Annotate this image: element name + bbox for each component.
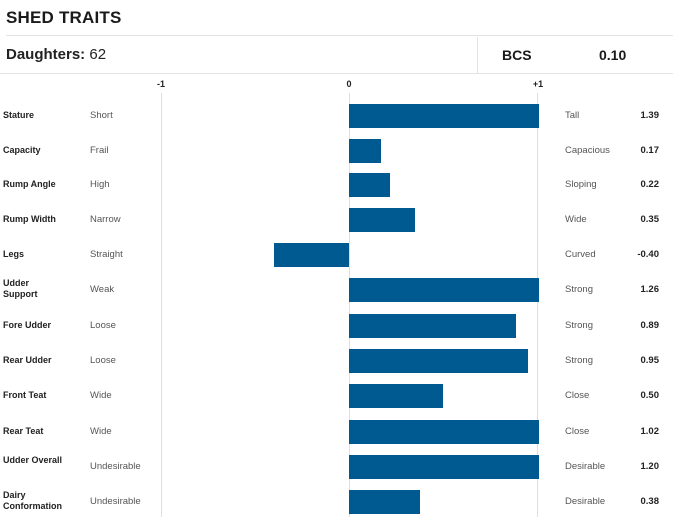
low-descriptor: Undesirable xyxy=(90,461,141,472)
trait-bar xyxy=(349,420,539,444)
low-descriptor: Wide xyxy=(90,426,112,437)
low-descriptor: Narrow xyxy=(90,214,121,225)
high-descriptor: Strong xyxy=(565,284,593,295)
chart-title: SHED TRAITS xyxy=(6,8,122,27)
trait-value: 0.38 xyxy=(640,496,660,507)
trait-name: Fore Udder xyxy=(3,320,52,330)
trait-value: 1.26 xyxy=(640,284,660,295)
trait-name: Rear Teat xyxy=(3,426,44,436)
gridline xyxy=(349,93,350,517)
daughters-label: Daughters: xyxy=(6,46,86,63)
trait-name: Udder Support xyxy=(3,278,38,299)
trait-bar xyxy=(349,384,443,408)
high-descriptor: Close xyxy=(565,390,590,401)
high-descriptor: Strong xyxy=(565,355,593,366)
tick-label: +1 xyxy=(532,79,544,89)
trait-name: Front Teat xyxy=(3,390,47,400)
bcs-label: BCS xyxy=(502,47,532,63)
high-descriptor: Sloping xyxy=(565,179,597,190)
trait-value: 0.89 xyxy=(640,320,660,331)
low-descriptor: High xyxy=(90,179,110,190)
low-descriptor: Straight xyxy=(90,249,123,260)
trait-value: 0.50 xyxy=(640,390,660,401)
gridline xyxy=(537,93,538,517)
trait-value: 1.20 xyxy=(640,461,660,472)
low-descriptor: Frail xyxy=(90,145,109,156)
high-descriptor: Curved xyxy=(565,249,596,260)
trait-bar xyxy=(349,104,539,128)
tick-label: 0 xyxy=(346,79,352,89)
trait-bar xyxy=(349,278,539,302)
trait-value: 1.02 xyxy=(640,426,660,437)
high-descriptor: Tall xyxy=(565,110,580,121)
trait-bar xyxy=(349,173,390,197)
low-descriptor: Short xyxy=(90,110,113,121)
high-descriptor: Close xyxy=(565,426,590,437)
high-descriptor: Wide xyxy=(565,214,587,225)
trait-value: 0.35 xyxy=(640,214,660,225)
trait-name: Legs xyxy=(3,249,25,259)
trait-value: 0.22 xyxy=(640,179,660,190)
trait-value: 1.39 xyxy=(640,110,660,121)
trait-name: Rump Angle xyxy=(3,179,56,189)
tick-label: -1 xyxy=(156,79,166,89)
trait-bar xyxy=(349,490,420,514)
high-descriptor: Desirable xyxy=(565,461,606,472)
low-descriptor: Undesirable xyxy=(90,496,141,507)
daughters-value: 62 xyxy=(89,46,107,63)
low-descriptor: Weak xyxy=(90,284,115,295)
high-descriptor: Strong xyxy=(565,320,593,331)
bcs-value: 0.10 xyxy=(599,47,627,63)
low-descriptor: Loose xyxy=(90,355,116,366)
trait-name: Capacity xyxy=(3,145,41,155)
trait-value: 0.17 xyxy=(640,145,660,156)
summary-row: Daughters: 62 BCS 0.10 xyxy=(0,37,673,74)
trait-name: Rear Udder xyxy=(3,355,52,365)
trait-name: Stature xyxy=(3,110,35,120)
trait-bar xyxy=(349,314,516,338)
trait-bar xyxy=(349,455,539,479)
high-descriptor: Capacious xyxy=(565,145,610,156)
trait-bar xyxy=(274,243,349,267)
title-divider xyxy=(6,35,673,36)
high-descriptor: Desirable xyxy=(565,496,606,507)
trait-name: Rump Width xyxy=(3,214,56,224)
summary-divider xyxy=(477,37,478,73)
trait-name: Udder Overall xyxy=(3,455,63,465)
trait-name: Dairy Conformation xyxy=(3,490,62,511)
trait-value: -0.40 xyxy=(637,249,659,260)
trait-bar xyxy=(349,139,381,163)
trait-bar xyxy=(349,208,415,232)
trait-bar xyxy=(349,349,528,373)
trait-value: 0.95 xyxy=(640,355,660,366)
daughters-count: Daughters: 62 xyxy=(6,46,106,63)
low-descriptor: Loose xyxy=(90,320,116,331)
low-descriptor: Wide xyxy=(90,390,112,401)
gridline xyxy=(161,93,162,517)
